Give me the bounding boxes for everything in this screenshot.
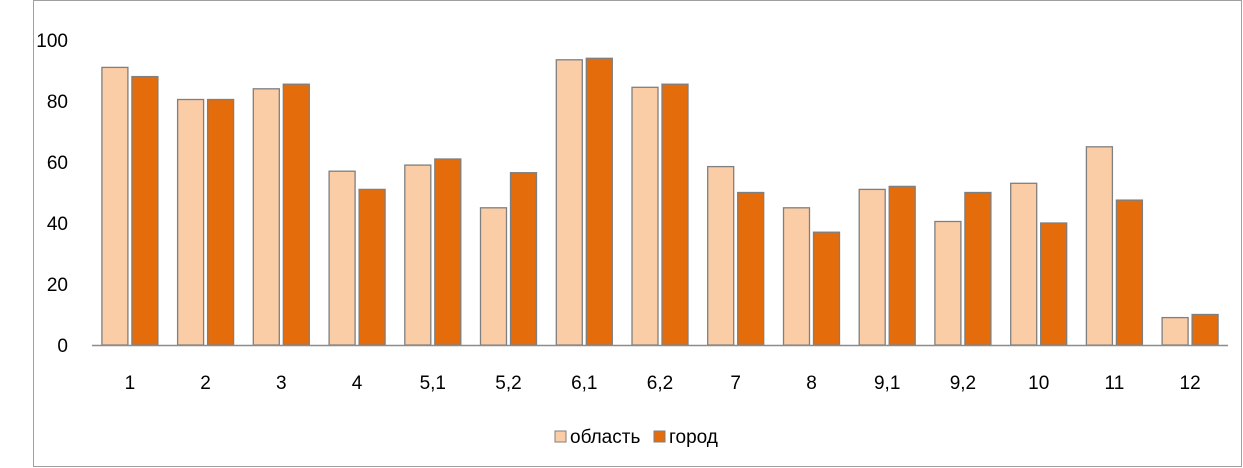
bar-oblast-6 xyxy=(555,59,583,346)
bar-oblast-5 xyxy=(479,207,508,346)
x-tick-label-14: 12 xyxy=(1180,373,1201,394)
x-tick-label-3: 4 xyxy=(352,373,363,394)
bar-oblast-1 xyxy=(176,98,205,346)
y-tick-label-4: 80 xyxy=(47,92,68,113)
x-tick-label-0: 1 xyxy=(125,373,136,394)
x-tick-label-11: 9,2 xyxy=(950,373,976,394)
bar-oblast-12 xyxy=(1010,182,1038,346)
bar-gorod-4 xyxy=(434,158,462,346)
legend-swatch-1[interactable] xyxy=(653,430,666,443)
legend-label-1[interactable]: город xyxy=(669,427,718,448)
x-tick-label-2: 3 xyxy=(276,373,287,394)
bar-gorod-7 xyxy=(661,83,689,346)
bar-oblast-7 xyxy=(631,86,659,346)
bar-oblast-2 xyxy=(252,88,280,346)
bar-gorod-10 xyxy=(888,185,916,346)
legend-swatch-0[interactable] xyxy=(554,430,567,443)
bars-layer xyxy=(101,57,1219,346)
y-tick-label-3: 60 xyxy=(47,153,68,174)
bar-oblast-10 xyxy=(858,188,886,346)
bar-oblast-11 xyxy=(934,220,962,346)
y-axis-ticks: 0 20 40 60 80 100 xyxy=(36,31,68,357)
bar-gorod-12 xyxy=(1040,222,1068,346)
bar-oblast-8 xyxy=(707,165,735,346)
y-tick-label-0: 0 xyxy=(57,336,68,357)
legend[interactable]: область город xyxy=(554,427,718,448)
x-tick-label-4: 5,1 xyxy=(420,373,446,394)
bar-gorod-6 xyxy=(585,57,613,346)
bar-gorod-13 xyxy=(1115,199,1144,346)
bar-gorod-9 xyxy=(812,231,841,346)
bar-oblast-3 xyxy=(328,170,356,346)
legend-label-0[interactable]: область xyxy=(570,427,640,448)
x-tick-label-12: 10 xyxy=(1028,373,1049,394)
bar-oblast-4 xyxy=(404,164,432,346)
x-tick-label-5: 5,2 xyxy=(495,373,521,394)
y-tick-label-5: 100 xyxy=(36,31,68,52)
x-tick-label-1: 2 xyxy=(200,373,211,394)
x-tick-label-8: 7 xyxy=(730,373,741,394)
bar-oblast-13 xyxy=(1085,146,1114,346)
bar-oblast-14 xyxy=(1161,316,1189,346)
bar-gorod-14 xyxy=(1191,313,1219,346)
bar-gorod-8 xyxy=(737,191,765,346)
y-tick-label-2: 40 xyxy=(47,214,68,235)
x-tick-label-6: 6,1 xyxy=(571,373,597,394)
bar-gorod-11 xyxy=(964,191,992,346)
x-axis-ticks: 1 2 3 4 5,1 5,2 6,1 6,2 7 8 9,1 9,2 10 11 12 xyxy=(125,373,1201,394)
bar-gorod-1 xyxy=(206,98,235,346)
bar-gorod-0 xyxy=(131,75,159,346)
bar-oblast-9 xyxy=(782,207,811,346)
bar-oblast-0 xyxy=(101,66,129,346)
bar-gorod-3 xyxy=(358,188,386,346)
x-tick-label-7: 6,2 xyxy=(647,373,673,394)
x-tick-label-13: 11 xyxy=(1105,373,1125,394)
bar-gorod-5 xyxy=(509,172,538,346)
y-tick-label-1: 20 xyxy=(47,275,68,296)
x-tick-label-9: 8 xyxy=(806,373,817,394)
x-tick-label-10: 9,1 xyxy=(874,373,900,394)
bar-gorod-2 xyxy=(282,83,310,346)
